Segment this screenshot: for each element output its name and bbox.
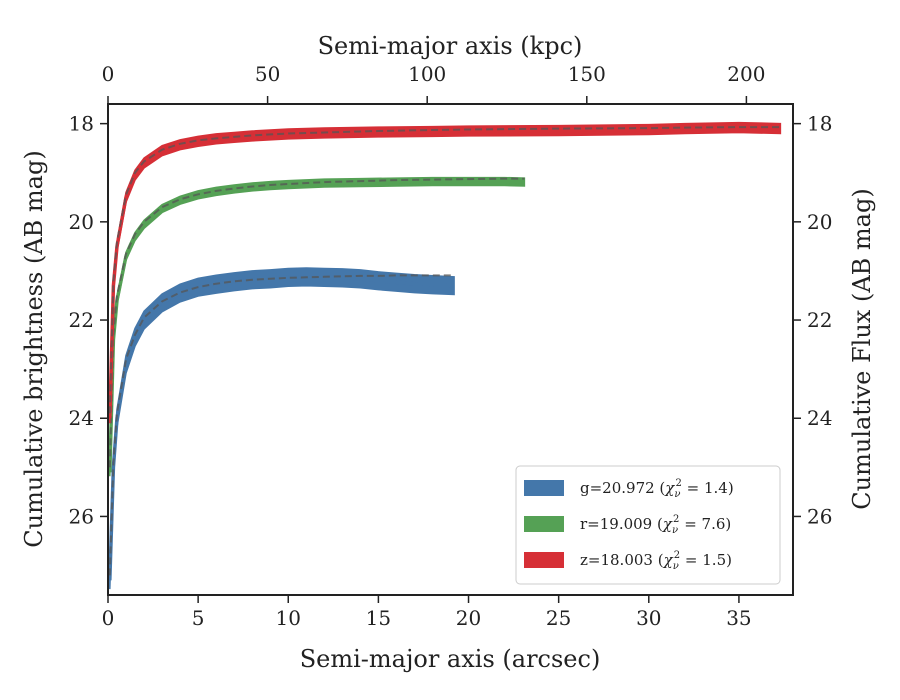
y2-tick-label-1: 20 (807, 210, 832, 234)
x-tick-label-7: 35 (726, 606, 751, 630)
x2-tick-label-4: 200 (727, 62, 765, 86)
y2-tick-label-3: 24 (807, 406, 832, 430)
x-tick-label-2: 10 (276, 606, 301, 630)
y-tick-label-1: 20 (69, 210, 94, 234)
legend-series-name-1: r=19.009 (580, 515, 652, 533)
series-line-0 (108, 275, 455, 581)
y2-tick-label-4: 26 (807, 504, 832, 528)
legend: g=20.972 (χν2 = 1.4) r=19.009 (χν2 = 7.6)… (515, 465, 781, 585)
y-tick-label-2: 22 (69, 308, 94, 332)
axis-ticks: 0 5 10 15 20 25 30 35 0 50 100 150 200 18 18 20 20 22 22 24… (69, 62, 833, 630)
series-band-0 (109, 267, 455, 590)
x2-tick-label-3: 150 (568, 62, 606, 86)
x-tick-label-6: 30 (636, 606, 661, 630)
series-model-line-2 (108, 126, 781, 414)
x-tick-label-5: 25 (546, 606, 571, 630)
x2-tick-label-0: 0 (102, 62, 115, 86)
x-tick-label-0: 0 (102, 606, 115, 630)
legend-swatch-2 (524, 552, 564, 568)
x-tick-label-4: 20 (456, 606, 481, 630)
x2-axis-label: Semi-major axis (kpc) (318, 32, 583, 60)
legend-label-2: z=18.003 (χν2 = 1.5) (580, 550, 732, 572)
y-tick-label-4: 26 (69, 504, 94, 528)
y-axis-label: Cumulative brightness (AB mag) (20, 150, 48, 547)
y2-axis-label: Cumulative Flux (AB mag) (848, 188, 876, 509)
y-tick-label-3: 24 (69, 406, 94, 430)
legend-swatch-0 (524, 480, 564, 496)
series-line-2 (108, 125, 781, 419)
legend-swatch-1 (524, 516, 564, 532)
legend-label-1: r=19.009 (χν2 = 7.6) (580, 514, 731, 536)
series-model-line-0 (108, 274, 455, 576)
legend-box (515, 465, 781, 585)
x-axis-label: Semi-major axis (arcsec) (300, 645, 601, 673)
legend-chi2-value-1: 7.6 (702, 515, 726, 533)
series-line-1 (108, 179, 525, 473)
series-band-2 (109, 121, 782, 424)
x-tick-label-3: 15 (366, 606, 391, 630)
x2-tick-label-1: 50 (255, 62, 280, 86)
legend-chi2-value-0: 1.4 (704, 479, 728, 497)
legend-chi2-value-2: 1.5 (702, 551, 726, 569)
chart-marks (108, 121, 782, 590)
y-tick-label-0: 18 (69, 112, 94, 136)
legend-label-0: g=20.972 (χν2 = 1.4) (580, 478, 734, 500)
y2-tick-label-2: 22 (807, 308, 832, 332)
legend-series-name-0: g=20.972 (580, 479, 655, 497)
x-tick-label-1: 5 (192, 606, 205, 630)
legend-series-name-2: z=18.003 (580, 551, 653, 569)
series-model-line-1 (108, 177, 525, 468)
y2-tick-label-0: 18 (807, 112, 832, 136)
plot-frame (107, 103, 794, 596)
x2-tick-label-2: 100 (408, 62, 446, 86)
series-band-1 (109, 176, 526, 477)
